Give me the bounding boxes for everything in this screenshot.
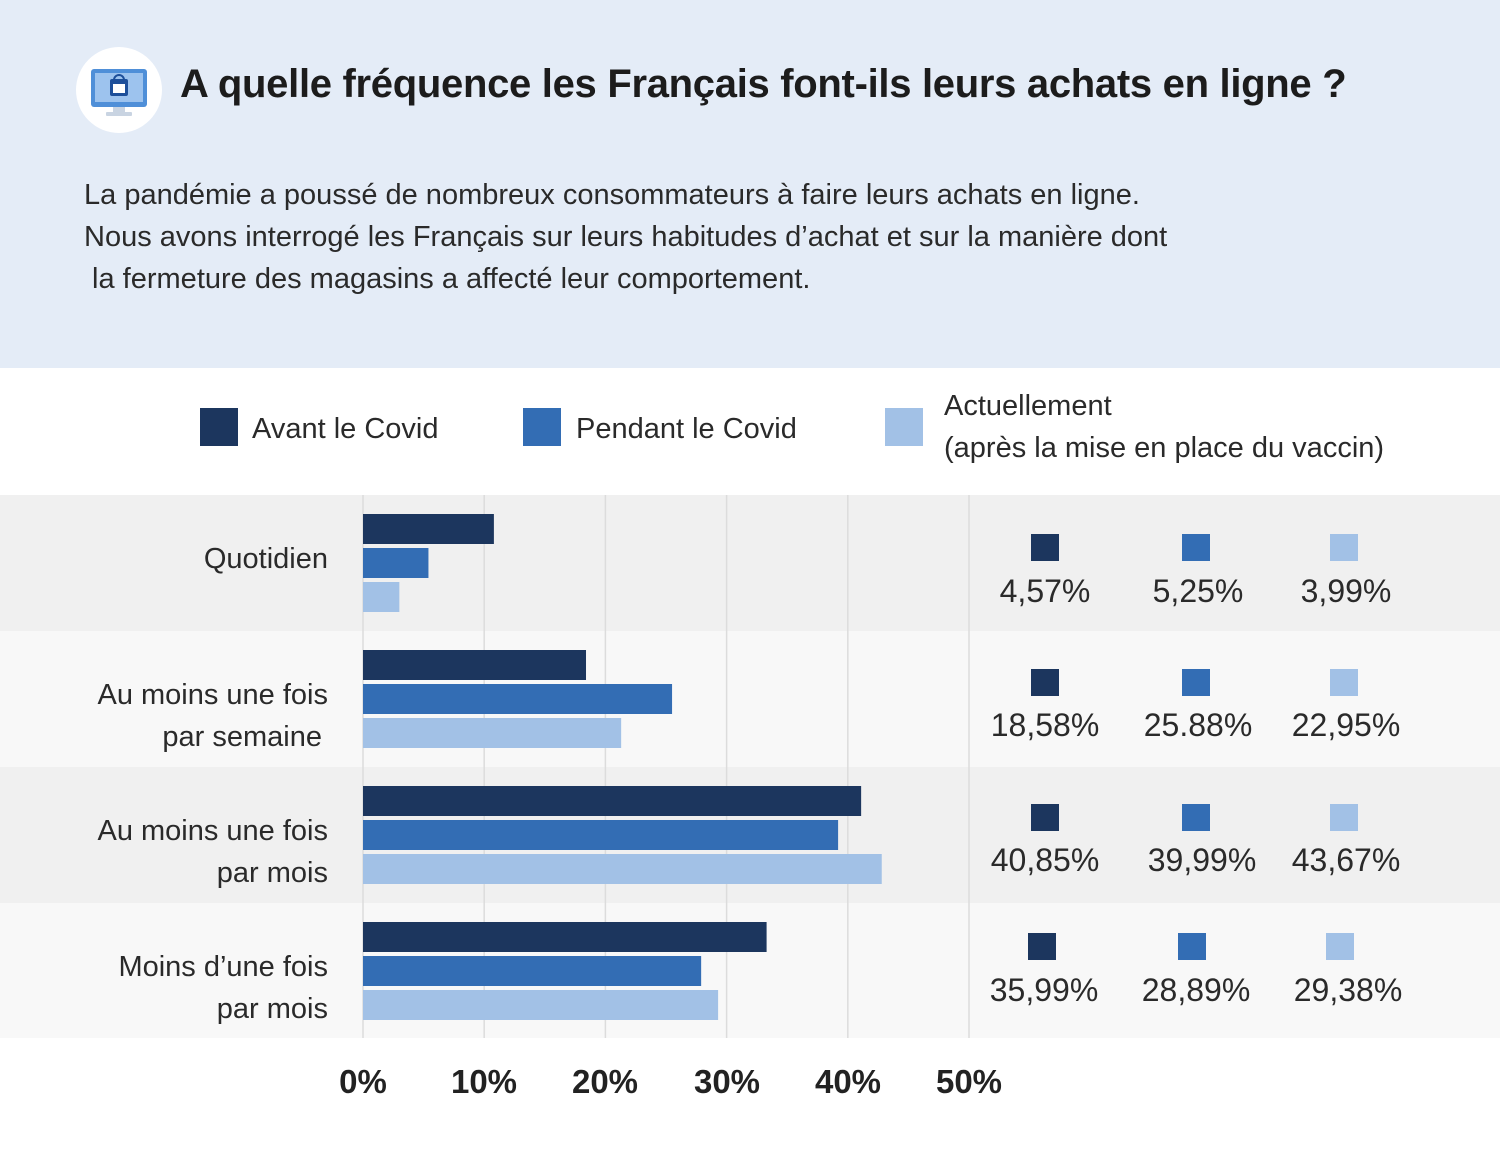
value-swatch-avant — [1028, 933, 1056, 960]
value-swatch-actuellement — [1326, 933, 1354, 960]
shopping-screen-icon — [91, 69, 147, 116]
value-swatch-actuellement — [1330, 534, 1358, 561]
bar-avant — [363, 786, 862, 816]
bar-avant — [363, 650, 587, 680]
intro-line: La pandémie a poussé de nombreux consomm… — [84, 179, 1140, 211]
header: A quelle fréquence les Français font-ils… — [0, 0, 1500, 368]
value-swatch-pendant — [1182, 534, 1210, 561]
value-label: 4,57% — [999, 573, 1091, 609]
value-label: 5,25% — [1152, 573, 1244, 609]
value-swatch-pendant — [1182, 669, 1210, 696]
value-label: 18,58% — [990, 707, 1100, 743]
category-label-line: par semaine — [162, 721, 322, 753]
bar-pendant — [363, 820, 839, 850]
value-swatch-avant — [1031, 804, 1059, 831]
legend-swatch-avant — [200, 408, 238, 446]
bar-actuellement — [363, 718, 622, 748]
value-label: 40,85% — [990, 842, 1100, 878]
category-label: Au moins une fois par semaine — [97, 674, 328, 758]
value-swatch-actuellement — [1330, 669, 1358, 696]
logo-badge — [76, 47, 162, 133]
bar-pendant — [363, 684, 673, 714]
category-label-line: par mois — [216, 857, 328, 889]
value-label: 29,38% — [1293, 972, 1403, 1008]
value-swatch-avant — [1031, 669, 1059, 696]
category-label-line: Moins d’une fois — [118, 951, 328, 983]
x-tick-label: 20% — [571, 1063, 639, 1100]
x-tick-label: 40% — [814, 1063, 882, 1100]
x-tick-label: 50% — [935, 1063, 1003, 1100]
value-label: 25.88% — [1143, 707, 1253, 743]
category-label-line: Au moins une fois — [97, 815, 328, 847]
value-swatch-actuellement — [1330, 804, 1358, 831]
bar-avant — [363, 514, 494, 544]
bar-actuellement — [363, 854, 882, 884]
legend-label-actuellement: Actuellement — [944, 390, 1112, 422]
value-label: 39,99% — [1147, 842, 1257, 878]
legend-label-actuellement-note: (après la mise en place du vaccin) — [944, 432, 1385, 464]
category-label-line: Quotidien — [203, 543, 328, 575]
bar-pendant — [363, 548, 429, 578]
bar-avant — [363, 922, 767, 952]
value-swatch-avant — [1031, 534, 1059, 561]
value-swatch-pendant — [1182, 804, 1210, 831]
legend-swatch-actuellement — [885, 408, 923, 446]
row-band — [0, 631, 1500, 767]
value-label: 43,67% — [1291, 842, 1401, 878]
legend-label-avant: Avant le Covid — [252, 413, 439, 445]
value-label: 3,99% — [1300, 573, 1392, 609]
bar-pendant — [363, 956, 702, 986]
bar-actuellement — [363, 990, 719, 1020]
x-tick-label: 30% — [693, 1063, 761, 1100]
x-tick-label: 0% — [339, 1063, 387, 1100]
row-band — [0, 495, 1500, 631]
bar-actuellement — [363, 582, 400, 612]
intro-line: la fermeture des magasins a affecté leur… — [84, 263, 811, 295]
value-label: 28,89% — [1141, 972, 1251, 1008]
category-label-line: Au moins une fois — [97, 679, 328, 711]
category-label: Quotidien — [204, 538, 328, 580]
chart-legend: Avant le Covid Pendant le Covid Actuelle… — [0, 380, 1500, 490]
category-label: Moins d’une fois par mois — [118, 946, 328, 1030]
category-label-line: par mois — [216, 993, 328, 1025]
legend-swatch-pendant — [523, 408, 561, 446]
intro-line: Nous avons interrogé les Français sur le… — [84, 221, 1168, 253]
intro-text: La pandémie a poussé de nombreux consomm… — [84, 174, 1384, 300]
page-title: A quelle fréquence les Français font-ils… — [180, 62, 1347, 106]
value-label: 35,99% — [989, 972, 1099, 1008]
x-tick-label: 10% — [450, 1063, 518, 1100]
value-swatch-pendant — [1178, 933, 1206, 960]
category-label: Au moins une fois par mois — [97, 810, 328, 894]
value-label: 22,95% — [1291, 707, 1401, 743]
legend-label-pendant: Pendant le Covid — [576, 413, 797, 445]
